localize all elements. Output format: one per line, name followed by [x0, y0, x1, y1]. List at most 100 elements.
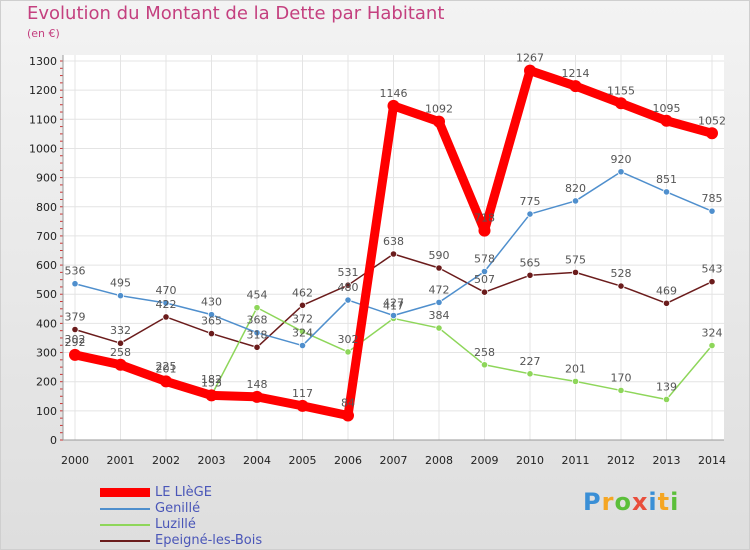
- legend-item-luzille: Luzillé: [100, 517, 320, 533]
- x-tick-label: 2007: [380, 454, 408, 467]
- data-label-genill-: 578: [474, 252, 495, 265]
- data-label-le-li-ge: 148: [247, 378, 268, 391]
- point-genill-: [253, 329, 261, 337]
- y-tick-label: 1200: [29, 84, 57, 97]
- point-luzill-: [253, 304, 261, 312]
- x-tick-label: 2012: [607, 454, 635, 467]
- y-tick-label: 100: [36, 405, 57, 418]
- data-label-epeign-les-bois: 462: [292, 286, 313, 299]
- data-label-luzill-: 258: [474, 346, 495, 359]
- point-luzill-: [617, 386, 625, 395]
- data-label-luzill-: 324: [702, 327, 723, 340]
- data-label-luzill-: 139: [656, 380, 677, 393]
- data-label-luzill-: 201: [565, 362, 586, 375]
- point-epeign-les-bois: [571, 268, 580, 276]
- point-genill-: [207, 311, 216, 319]
- point-le-li-ge: [615, 97, 627, 110]
- point-epeign-les-bois: [298, 301, 307, 309]
- data-label-genill-: 480: [338, 281, 359, 294]
- x-tick-label: 2004: [243, 454, 271, 467]
- data-label-genill-: 495: [110, 277, 131, 290]
- point-le-li-ge: [296, 399, 309, 412]
- data-label-epeign-les-bois: 638: [383, 235, 404, 248]
- point-le-li-ge: [569, 80, 582, 93]
- legend-item-genille: Genillé: [100, 501, 320, 517]
- point-epeign-les-bois: [662, 299, 671, 307]
- point-epeign-les-bois: [708, 278, 716, 286]
- data-label-genill-: 775: [520, 195, 541, 208]
- legend-item-le-liege: LE LIèGE: [100, 485, 320, 501]
- data-label-epeign-les-bois: 565: [520, 256, 541, 269]
- logo-letter: r: [601, 488, 615, 516]
- point-genill-: [162, 299, 170, 307]
- legend-label-le-liege: LE LIèGE: [155, 485, 212, 500]
- point-luzill-: [435, 324, 443, 332]
- data-labels: 292 258 201 153 148 117 84 1146 1092 718 1267 1214 1…: [65, 52, 727, 410]
- legend-label-genille: Genillé: [155, 501, 201, 516]
- data-label-le-li-ge: 1214: [562, 67, 590, 80]
- data-label-le-li-ge: 1052: [698, 114, 726, 127]
- data-label-genill-: 324: [292, 327, 313, 340]
- axes: 0 100 200 300 400 500 600 700 800 900 1000 1100 1200…: [29, 55, 726, 467]
- logo-letter: i: [648, 488, 658, 516]
- data-label-le-li-ge: 153: [201, 376, 222, 389]
- legend-item-epeigne-les-bois: Epeigné-les-Bois: [100, 533, 320, 549]
- data-label-luzill-: 417: [383, 299, 404, 312]
- point-le-li-ge: [114, 358, 127, 371]
- point-genill-: [571, 197, 580, 205]
- logo-letter: x: [631, 488, 649, 516]
- point-le-li-ge: [524, 64, 536, 77]
- chart-subtitle: (en €): [27, 27, 60, 40]
- y-tick-label: 900: [36, 172, 57, 185]
- x-tick-label: 2013: [653, 454, 681, 467]
- data-label-epeign-les-bois: 507: [474, 273, 495, 286]
- data-label-luzill-: 454: [247, 289, 268, 302]
- point-genill-: [435, 298, 443, 306]
- legend-swatch-genille: [100, 508, 150, 510]
- point-epeign-les-bois: [71, 325, 79, 334]
- data-label-epeign-les-bois: 528: [611, 267, 632, 280]
- data-label-le-li-ge: 117: [292, 387, 313, 400]
- point-epeign-les-bois: [253, 343, 261, 351]
- data-label-epeign-les-bois: 422: [156, 298, 177, 311]
- point-genill-: [71, 280, 79, 288]
- y-tick-label: 0: [50, 434, 57, 447]
- data-label-le-li-ge: 718: [474, 212, 495, 225]
- data-label-le-li-ge: 84: [341, 397, 355, 410]
- legend-label-luzille: Luzillé: [155, 517, 196, 532]
- chart-title: Evolution du Montant de la Dette par Hab…: [27, 3, 445, 24]
- point-epeign-les-bois: [116, 339, 125, 347]
- legend-swatch-le-liege: [100, 488, 150, 497]
- data-label-genill-: 427: [383, 297, 404, 310]
- point-genill-: [298, 341, 307, 350]
- point-genill-: [480, 267, 489, 276]
- point-epeign-les-bois: [617, 282, 625, 290]
- point-le-li-ge: [160, 375, 172, 388]
- data-label-luzille: 182: [201, 373, 222, 386]
- point-le-li-ge: [660, 114, 673, 127]
- y-tick-label: 1000: [29, 142, 57, 155]
- data-label-genill-: 430: [201, 296, 222, 309]
- point-le-li-ge: [433, 115, 445, 128]
- x-tick-label: 2010: [516, 454, 544, 467]
- data-label-genill-: 470: [156, 284, 177, 297]
- point-le-li-ge: [342, 409, 354, 422]
- x-tick-label: 2001: [107, 454, 135, 467]
- y-tick-label: 1100: [29, 113, 57, 126]
- data-label-epeign-les-bois: 531: [338, 266, 359, 279]
- data-label-luzille: 225: [156, 360, 177, 373]
- data-label-le-li-ge: 292: [65, 336, 86, 349]
- point-le-li-ge: [478, 224, 491, 237]
- data-label-epeign-les-bois: 379: [65, 311, 86, 324]
- x-tick-label: 2005: [289, 454, 317, 467]
- point-genill-: [389, 311, 398, 320]
- point-genill-: [116, 292, 125, 300]
- data-label-genill-: 820: [565, 182, 586, 195]
- data-label-genill-: 368: [247, 314, 268, 327]
- point-luzill-: [298, 327, 307, 336]
- logo-letter: o: [614, 488, 632, 516]
- data-label-genill-: 920: [611, 153, 632, 166]
- point-epeign-les-bois: [526, 271, 534, 279]
- data-label-le-li-ge: 1095: [653, 102, 681, 115]
